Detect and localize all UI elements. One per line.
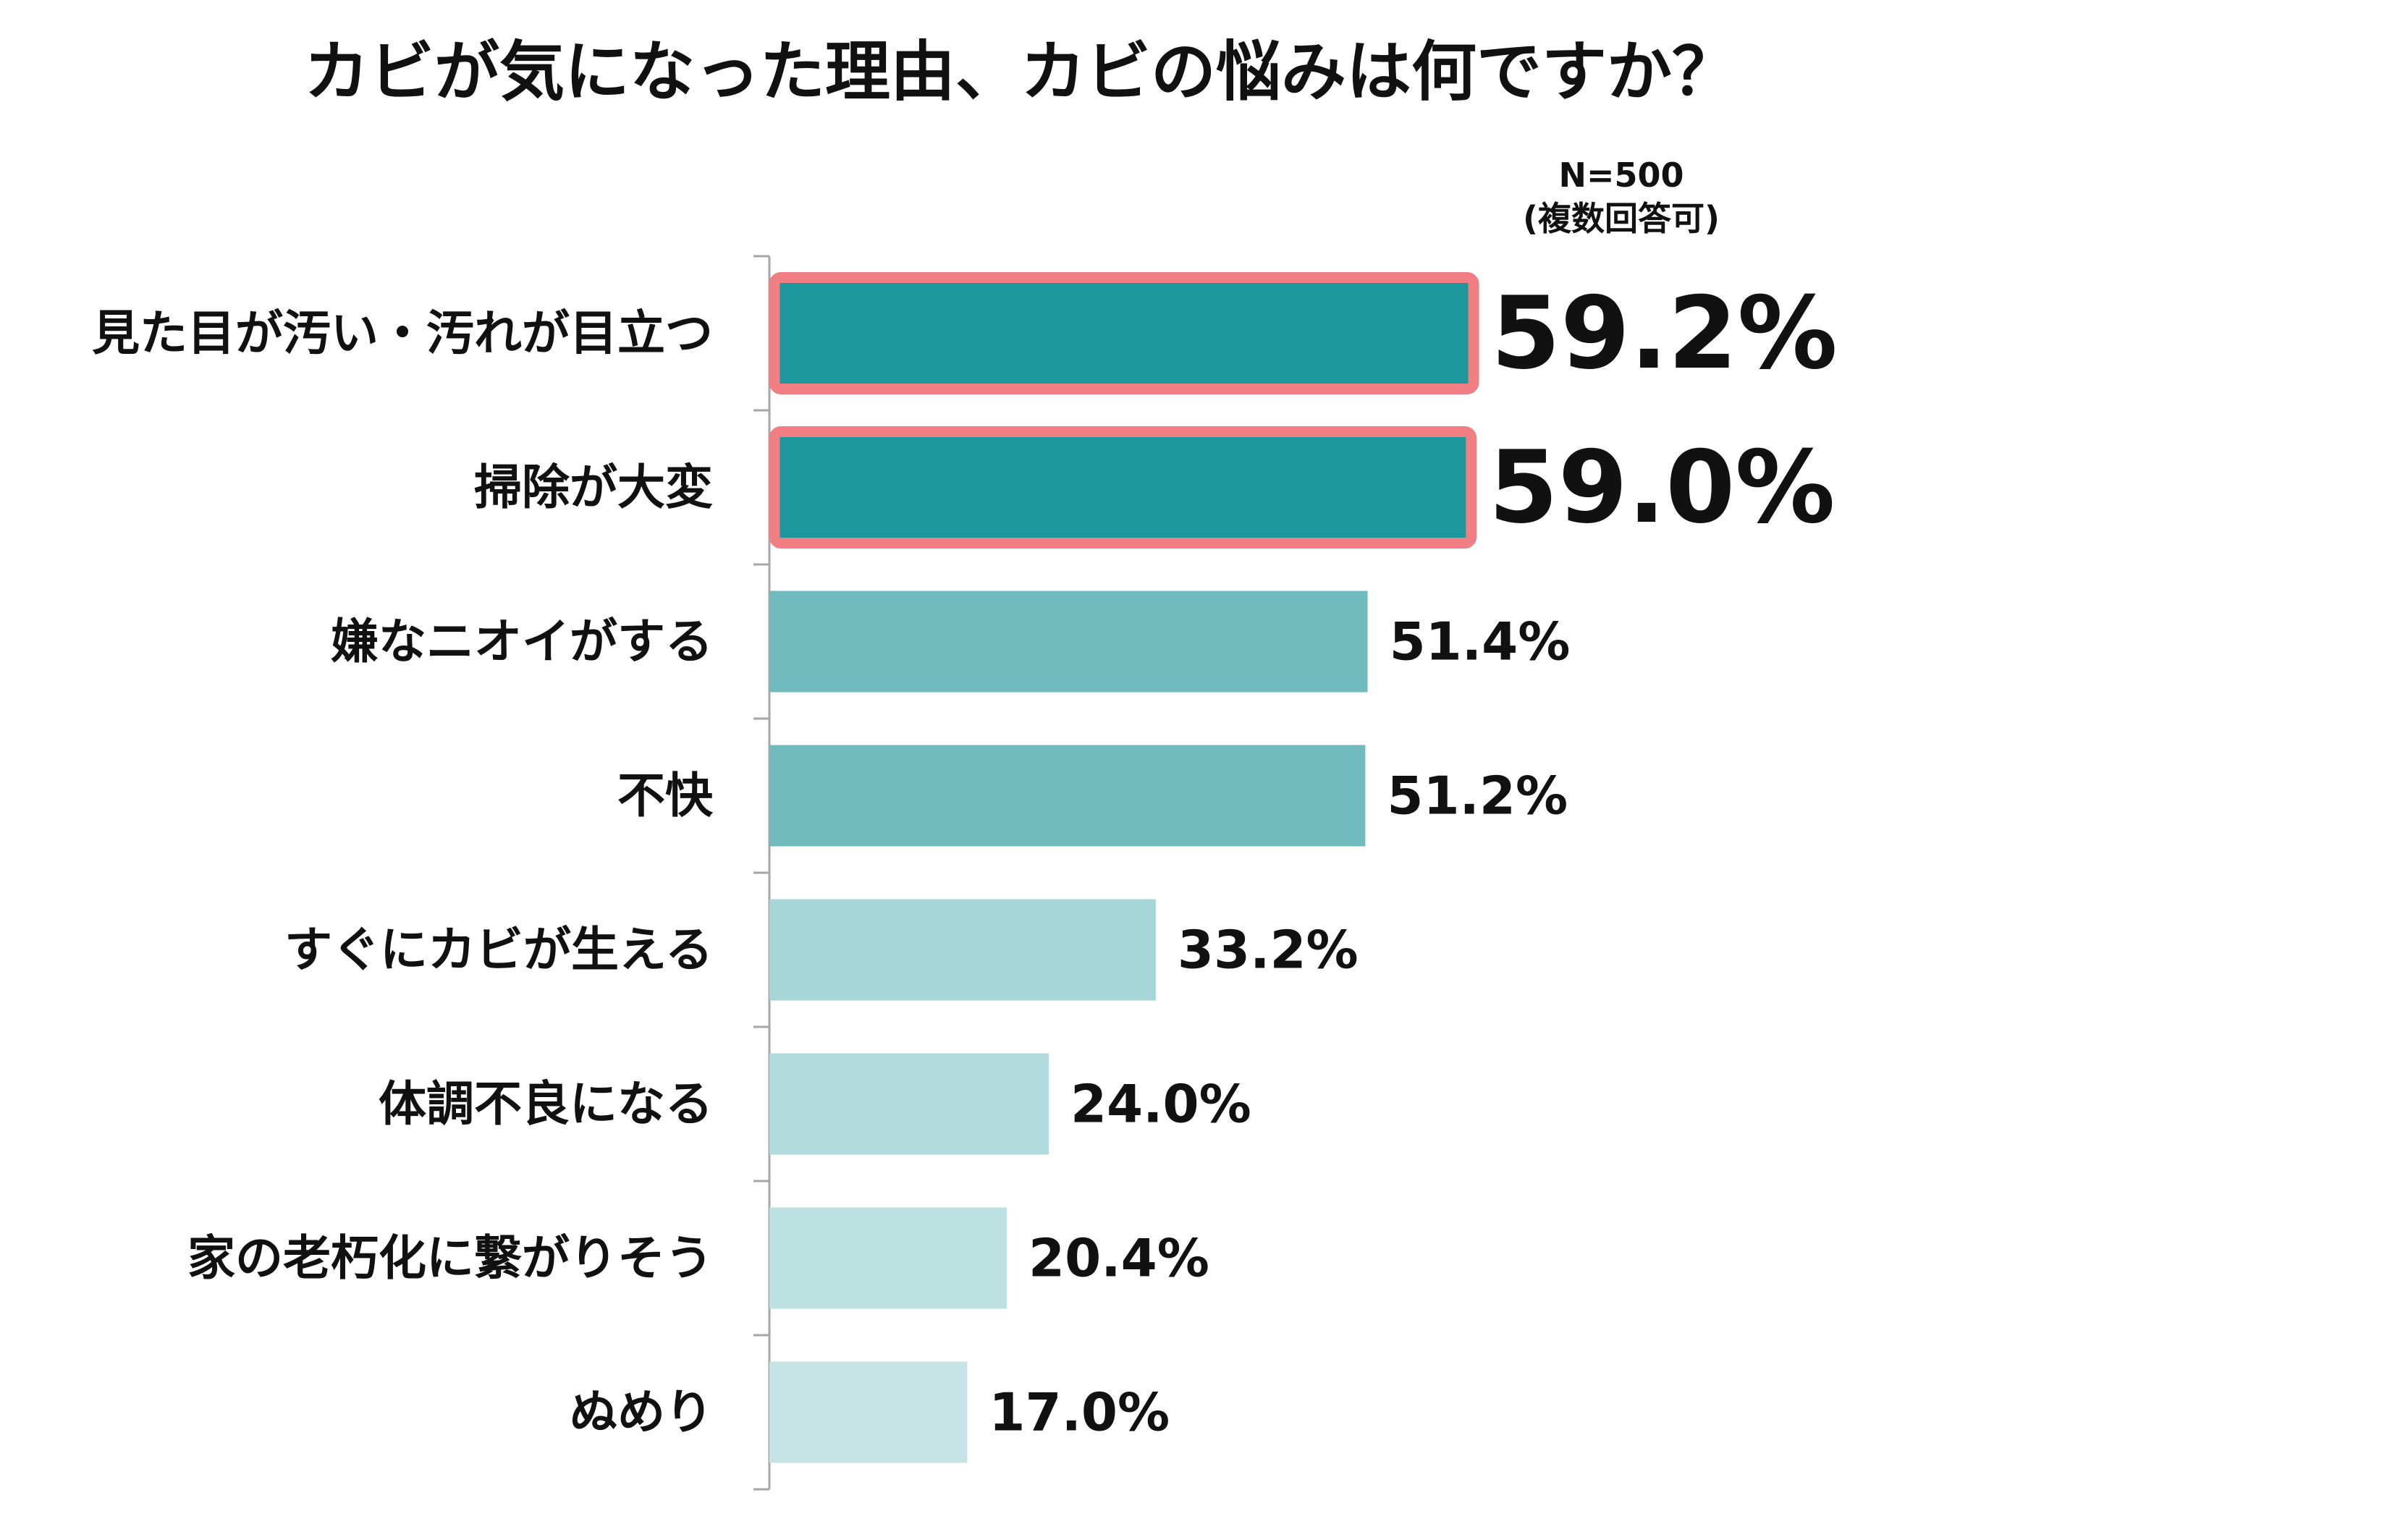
plot-area: 見た目が汚い・汚れが目立つ 59.2% 掃除が大変 59.0% 嫌なニオイがする 51.4… xyxy=(92,255,1838,1491)
value-label: 17.0% xyxy=(989,1382,1170,1443)
bar-highlighted xyxy=(769,272,1479,394)
bar xyxy=(769,1207,1007,1309)
category-label: 掃除が大変 xyxy=(474,460,713,515)
value-label: 59.0% xyxy=(1489,429,1835,546)
value-label: 33.2% xyxy=(1178,920,1359,981)
value-label: 24.0% xyxy=(1070,1074,1251,1135)
multiple-answers-note: (複数回答可) xyxy=(1523,199,1720,238)
category-label: 嫌なニオイがする xyxy=(331,614,713,669)
bar xyxy=(769,899,1156,1001)
bar-highlighted xyxy=(769,426,1477,549)
bar xyxy=(769,1361,968,1463)
category-label: 体調不良になる xyxy=(379,1076,713,1132)
category-label: 不快 xyxy=(617,768,714,824)
bar xyxy=(769,591,1368,693)
category-label: すぐにカビが生える xyxy=(284,922,713,978)
category-label: ぬめり xyxy=(570,1384,713,1440)
bar xyxy=(769,1053,1049,1155)
category-label: 見た目が汚い・汚れが目立つ xyxy=(92,305,713,361)
value-label: 51.4% xyxy=(1390,611,1571,672)
value-label: 59.2% xyxy=(1491,275,1838,392)
sample-size-note: N=500 xyxy=(1558,156,1684,195)
category-label: 家の老朽化に繋がりそう xyxy=(187,1230,713,1286)
value-label: 20.4% xyxy=(1028,1228,1209,1289)
bar xyxy=(769,745,1366,847)
chart-title: カビが気になった理由、カビの悩みは何ですか？ xyxy=(304,34,1737,110)
value-label: 51.2% xyxy=(1387,766,1568,826)
